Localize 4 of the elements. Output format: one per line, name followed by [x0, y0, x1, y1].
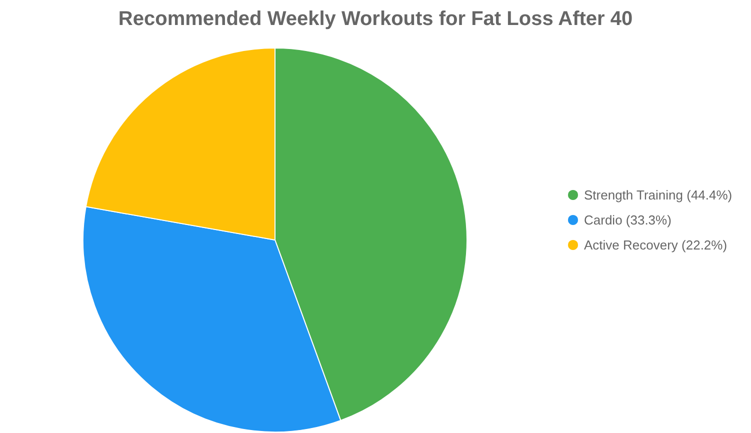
legend-label: Cardio (33.3%): [584, 212, 672, 228]
chart-title: Recommended Weekly Workouts for Fat Loss After 40: [118, 8, 633, 30]
legend-label: Strength Training (44.4%): [584, 188, 732, 202]
legend-label: Active Recovery (22.2%): [584, 238, 728, 252]
